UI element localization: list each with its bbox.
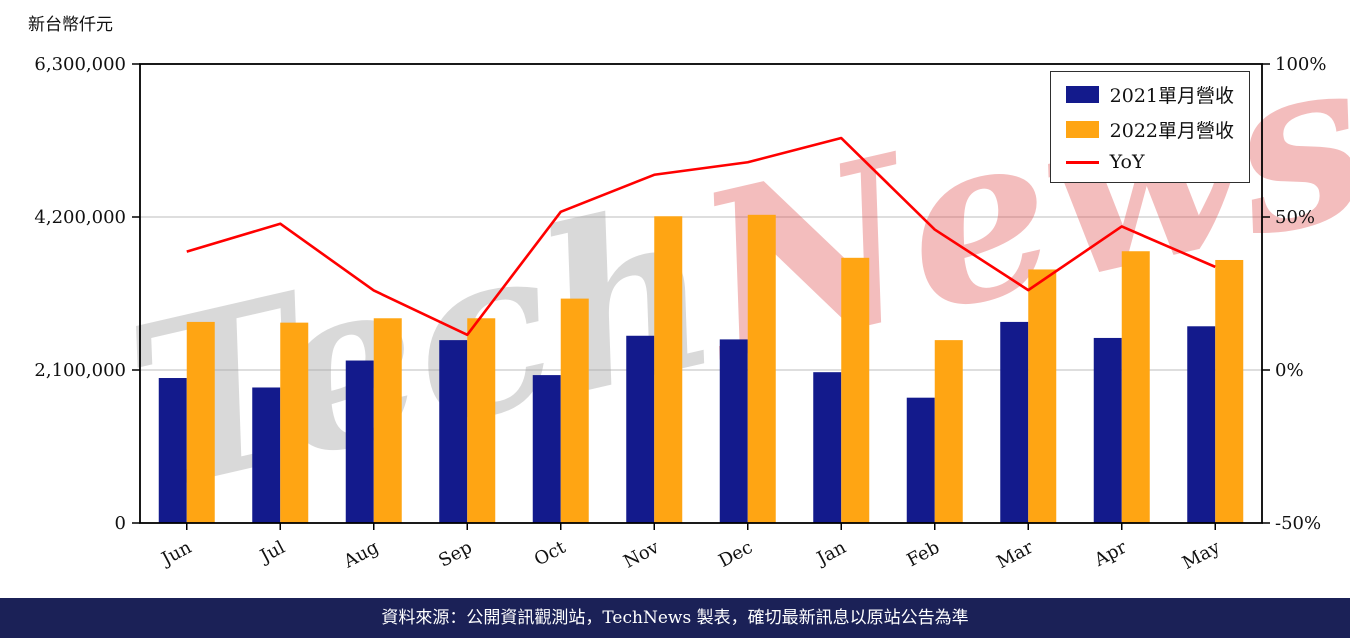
legend-item-2: YoY: [1065, 151, 1234, 173]
x-axis-label: Nov: [620, 536, 663, 572]
bar-1-Sep: [467, 318, 496, 523]
x-axis-label: Aug: [339, 537, 382, 573]
x-axis-label: Oct: [531, 537, 570, 571]
bar-0-Feb: [906, 397, 935, 523]
legend-label: 2021單月營收: [1109, 85, 1234, 107]
bar-1-Jun: [186, 321, 215, 523]
y-axis-tick-label: 0: [115, 513, 126, 534]
y2-axis-tick-label: 0%: [1275, 360, 1304, 381]
y2-axis-tick-label: 50%: [1275, 207, 1315, 228]
plot-border: [139, 63, 1263, 524]
legend-bar-swatch: [1065, 86, 1099, 103]
x-axis-label: Jan: [812, 537, 850, 571]
bar-0-Sep: [439, 340, 468, 523]
y-axis-tick-label: 6,300,000: [34, 54, 126, 75]
legend-label: 2022單月營收: [1109, 120, 1234, 142]
bar-1-Apr: [1121, 251, 1150, 523]
legend-line-swatch: [1065, 160, 1099, 164]
yoy-line: [186, 136, 1216, 337]
x-axis-label: Feb: [903, 537, 943, 571]
bar-1-Jan: [841, 257, 870, 523]
axis-unit-label: 新台幣仟元: [28, 15, 113, 35]
bar-1-Nov: [654, 216, 683, 523]
x-axis-label: Sep: [435, 537, 475, 572]
bar-0-Jan: [813, 372, 842, 523]
bar-0-Jun: [158, 378, 187, 523]
y-axis-tick-label: 2,100,000: [34, 360, 126, 381]
x-axis-label: Mar: [993, 537, 1037, 573]
bar-0-Nov: [626, 335, 655, 523]
y2-axis-tick-label: -50%: [1275, 513, 1321, 534]
bar-1-May: [1215, 259, 1244, 523]
bar-1-Mar: [1028, 269, 1057, 523]
bar-1-Feb: [934, 340, 963, 523]
y-axis-tick-label: 4,200,000: [34, 207, 126, 228]
legend: 2021單月營收 2022單月營收 YoY: [1049, 71, 1250, 183]
x-axis-label: Jul: [255, 537, 289, 568]
bar-0-Oct: [532, 375, 561, 523]
bar-1-Aug: [373, 318, 402, 523]
y2-axis-tick-label: 100%: [1275, 54, 1326, 75]
legend-item-1: 2022單月營收: [1065, 116, 1234, 143]
x-axis-label: Jun: [157, 537, 196, 571]
bar-1-Dec: [747, 214, 776, 524]
legend-item-0: 2021單月營收: [1065, 81, 1234, 108]
legend-bar-swatch: [1065, 121, 1099, 138]
x-axis-label: Dec: [715, 537, 756, 572]
bar-0-May: [1187, 326, 1216, 523]
bar-0-Aug: [345, 360, 374, 523]
bar-1-Oct: [560, 298, 589, 523]
bar-0-Jul: [252, 387, 281, 523]
x-axis-label: May: [1179, 536, 1224, 573]
bar-1-Jul: [280, 322, 309, 523]
legend-label: YoY: [1109, 151, 1145, 173]
bar-0-Mar: [1000, 321, 1029, 523]
x-axis-label: Apr: [1090, 537, 1130, 572]
footer-note: 資料來源：公開資訊觀測站，TechNews 製表，確切最新訊息以原站公告為準: [0, 598, 1350, 638]
bar-0-Dec: [719, 339, 748, 523]
bar-0-Apr: [1093, 337, 1122, 523]
